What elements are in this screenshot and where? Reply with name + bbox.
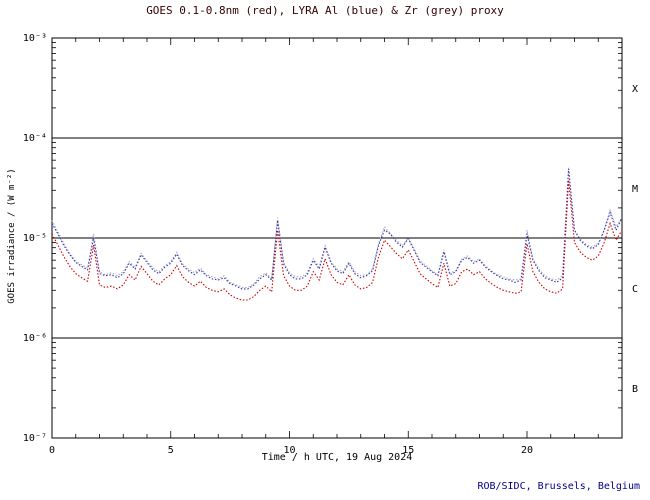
series-lyra-zr-proxy — [51, 167, 623, 289]
x-tick-label: 0 — [49, 445, 55, 456]
y-tick-label: 10⁻⁴ — [23, 133, 47, 144]
credit-footer: ROB/SIDC, Brussels, Belgium — [477, 481, 640, 492]
x-axis-label: Time / h UTC, 19 Aug 2024 — [261, 452, 413, 463]
flare-class-label: C — [632, 284, 638, 295]
x-tick-label: 5 — [168, 445, 174, 456]
flare-class-label: M — [632, 184, 638, 195]
x-tick-label: 20 — [521, 445, 533, 456]
flare-class-label: X — [632, 84, 638, 95]
y-tick-label: 10⁻⁶ — [23, 333, 47, 344]
x-tick-label: 10 — [283, 445, 295, 456]
x-tick-label: 15 — [402, 445, 414, 456]
series-goes-0-1-0-8nm — [51, 179, 623, 301]
chart-title: GOES 0.1-0.8nm (red), LYRA Al (blue) & Z… — [146, 4, 504, 17]
y-tick-label: 10⁻⁵ — [23, 233, 47, 244]
y-tick-label: 10⁻³ — [23, 33, 47, 44]
flare-class-label: B — [632, 384, 638, 395]
y-tick-label: 10⁻⁷ — [23, 433, 47, 444]
series-lyra-al-proxy — [51, 168, 623, 290]
